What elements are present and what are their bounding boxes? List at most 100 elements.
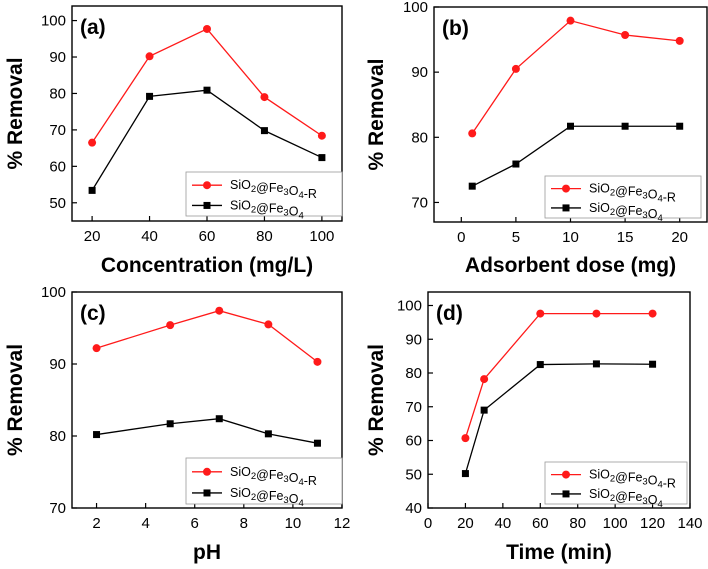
x-axis-label: pH: [193, 541, 221, 564]
data-point-plain: [318, 154, 326, 162]
chart-panel-a: 20 40 60 80 100 50 60 70 80 90 100 Concentration (m…: [4, 5, 343, 277]
y-tick-label: 70: [49, 500, 66, 517]
chart-panel-b: 0 5 10 15 20 70 80 90 100 Adsorbent dose (mg) % Re…: [365, 0, 708, 277]
y-tick-label: 70: [405, 399, 422, 416]
x-tick-label: 120: [640, 515, 665, 532]
legend-marker-r: [562, 184, 570, 193]
legend-label-r: SiO2@Fe3O4-R: [589, 182, 676, 205]
data-point-plain: [166, 420, 174, 428]
data-point-r: [461, 434, 470, 443]
data-point-r: [264, 320, 273, 329]
data-point-plain: [676, 122, 684, 130]
x-tick-label: 40: [495, 515, 512, 532]
y-tick-label: 80: [405, 365, 422, 382]
series-line-r: [96, 310, 318, 363]
series-line-plain: [464, 363, 653, 474]
x-axis-label: Adsorbent dose (mg): [465, 254, 676, 277]
y-tick-label: 60: [49, 158, 66, 175]
panel-label: (d): [436, 302, 463, 325]
data-point-r: [621, 31, 630, 40]
data-point-plain: [146, 92, 154, 100]
x-tick-label: 60: [532, 515, 549, 532]
panel-label: (c): [80, 302, 106, 325]
data-point-r: [536, 309, 545, 318]
legend-label-plain: SiO2@Fe3O4: [230, 486, 304, 509]
y-tick-label: 80: [411, 129, 428, 146]
data-point-r: [468, 129, 477, 138]
x-tick-label: 2: [92, 515, 100, 532]
x-tick-label: 10: [285, 515, 302, 532]
legend-marker-plain: [562, 204, 570, 212]
data-point-r: [566, 16, 575, 25]
data-point-r: [260, 93, 269, 102]
data-point-plain: [592, 360, 600, 368]
x-tick-label: 0: [457, 229, 465, 246]
plot-frame: [427, 291, 691, 509]
x-tick-label: 5: [512, 229, 520, 246]
x-tick-label: 80: [256, 228, 273, 245]
legend-label-plain: SiO2@Fe3O4: [589, 487, 663, 510]
y-tick-label: 60: [405, 433, 422, 450]
data-point-plain: [93, 431, 101, 439]
data-point-r: [203, 24, 211, 33]
y-tick-label: 90: [411, 64, 428, 81]
data-point-r: [145, 52, 154, 61]
legend-label-r: SiO2@Fe3O4-R: [589, 468, 676, 491]
y-tick-label: 80: [49, 428, 66, 445]
data-point-plain: [480, 406, 488, 414]
y-tick-label: 40: [405, 500, 422, 517]
panel-label: (b): [442, 17, 469, 40]
y-tick-label: 100: [397, 298, 422, 315]
x-tick-label: 60: [199, 228, 216, 245]
y-tick-label: 50: [405, 466, 422, 483]
y-tick-label: 100: [403, 0, 428, 16]
data-point-r: [317, 131, 326, 140]
panel-label: (a): [80, 16, 106, 39]
data-point-plain: [313, 439, 321, 447]
x-tick-label: 20: [671, 229, 688, 246]
y-tick-label: 90: [405, 331, 422, 348]
data-point-r: [215, 306, 224, 315]
y-tick-label: 100: [41, 13, 66, 30]
data-point-plain: [461, 470, 469, 478]
legend-label-plain: SiO2@Fe3O4: [589, 201, 663, 224]
x-tick-label: 20: [84, 228, 101, 245]
x-tick-label: 100: [603, 515, 628, 532]
y-tick-label: 80: [49, 85, 66, 102]
data-point-plain: [621, 122, 629, 130]
legend-marker-r: [562, 470, 570, 479]
y-tick-label: 100: [41, 284, 66, 301]
data-point-plain: [203, 86, 211, 94]
plot-frame: [71, 291, 343, 509]
series-line-r: [464, 312, 653, 439]
data-point-plain: [536, 361, 544, 369]
data-point-plain: [88, 186, 96, 194]
x-tick-label: 8: [240, 515, 248, 532]
data-point-r: [313, 357, 322, 366]
series-line-r: [471, 19, 680, 134]
data-point-plain: [215, 415, 223, 423]
data-point-r: [88, 138, 97, 147]
y-tick-label: 70: [411, 194, 428, 211]
legend-label-r: SiO2@Fe3O4-R: [230, 178, 317, 201]
legend-box: [544, 175, 702, 219]
legend-marker-plain: [203, 201, 211, 209]
y-tick-label: 50: [49, 195, 66, 212]
series-line-r: [91, 28, 323, 144]
legend-marker-plain: [562, 490, 570, 498]
data-point-plain: [260, 127, 268, 135]
data-point-r: [675, 36, 684, 45]
y-axis-label: % Removal: [4, 344, 27, 456]
y-tick-label: 70: [49, 122, 66, 139]
x-tick-label: 0: [424, 515, 432, 532]
x-tick-label: 140: [677, 515, 702, 532]
x-axis-label: Concentration (mg/L): [101, 254, 313, 277]
x-tick-label: 100: [309, 228, 334, 245]
chart-panel-d: 0 20 40 60 80 100 120 140 40 50 60 70 80 90 100 Time (m…: [365, 291, 703, 564]
y-axis-label: % Removal: [365, 344, 388, 456]
legend-box: [185, 457, 343, 505]
